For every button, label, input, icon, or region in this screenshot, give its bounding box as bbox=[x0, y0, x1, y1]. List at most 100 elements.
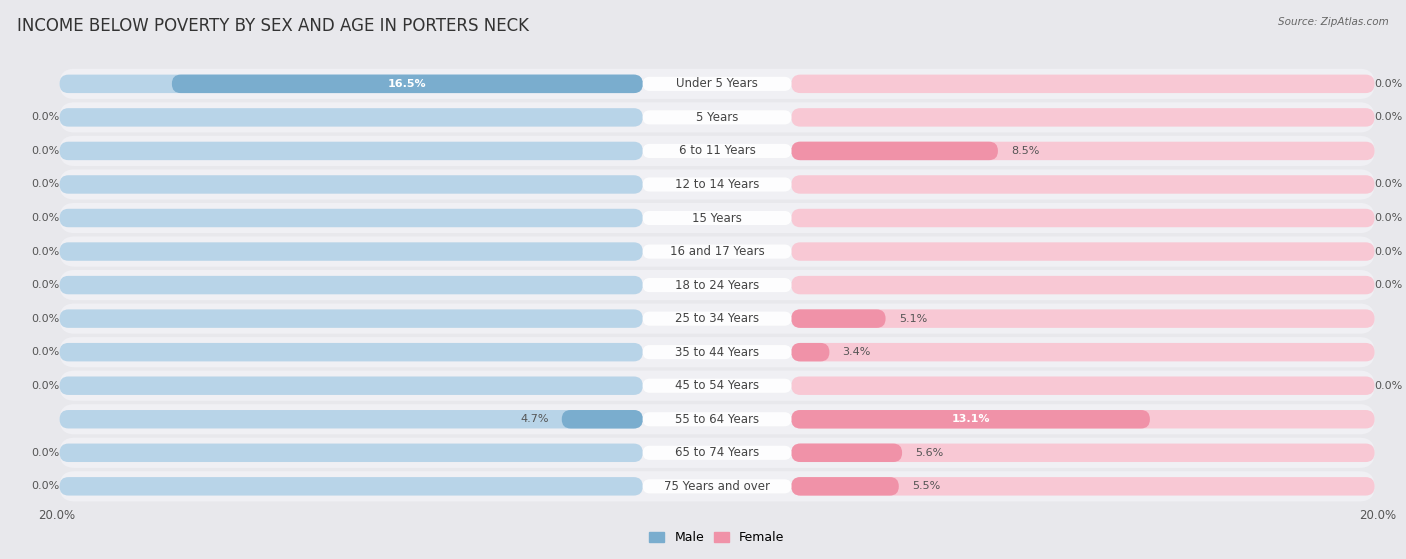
Text: 0.0%: 0.0% bbox=[31, 481, 59, 491]
FancyBboxPatch shape bbox=[792, 410, 1150, 429]
Text: 0.0%: 0.0% bbox=[31, 347, 59, 357]
Text: 12 to 14 Years: 12 to 14 Years bbox=[675, 178, 759, 191]
FancyBboxPatch shape bbox=[59, 236, 1375, 267]
FancyBboxPatch shape bbox=[59, 203, 1375, 233]
Text: 5.5%: 5.5% bbox=[912, 481, 941, 491]
FancyBboxPatch shape bbox=[59, 471, 1375, 501]
Text: 0.0%: 0.0% bbox=[1375, 79, 1403, 89]
FancyBboxPatch shape bbox=[59, 438, 1375, 468]
FancyBboxPatch shape bbox=[59, 142, 643, 160]
FancyBboxPatch shape bbox=[643, 244, 792, 259]
Text: 55 to 64 Years: 55 to 64 Years bbox=[675, 413, 759, 426]
Text: 0.0%: 0.0% bbox=[1375, 213, 1403, 223]
FancyBboxPatch shape bbox=[59, 108, 643, 126]
Text: 0.0%: 0.0% bbox=[31, 146, 59, 156]
FancyBboxPatch shape bbox=[792, 209, 1375, 227]
FancyBboxPatch shape bbox=[792, 310, 1375, 328]
FancyBboxPatch shape bbox=[643, 278, 792, 292]
FancyBboxPatch shape bbox=[59, 74, 643, 93]
FancyBboxPatch shape bbox=[792, 175, 1375, 193]
FancyBboxPatch shape bbox=[792, 243, 1375, 260]
Text: 15 Years: 15 Years bbox=[692, 211, 742, 225]
FancyBboxPatch shape bbox=[643, 412, 792, 427]
FancyBboxPatch shape bbox=[643, 311, 792, 326]
Text: 0.0%: 0.0% bbox=[31, 247, 59, 257]
FancyBboxPatch shape bbox=[59, 175, 643, 193]
Text: 16.5%: 16.5% bbox=[388, 79, 426, 89]
FancyBboxPatch shape bbox=[792, 477, 1375, 496]
Text: 4.7%: 4.7% bbox=[520, 414, 548, 424]
Text: 0.0%: 0.0% bbox=[31, 381, 59, 391]
Text: 25 to 34 Years: 25 to 34 Years bbox=[675, 312, 759, 325]
FancyBboxPatch shape bbox=[792, 343, 830, 362]
FancyBboxPatch shape bbox=[59, 304, 1375, 334]
FancyBboxPatch shape bbox=[643, 479, 792, 494]
FancyBboxPatch shape bbox=[59, 243, 643, 260]
FancyBboxPatch shape bbox=[59, 343, 643, 362]
Text: 45 to 54 Years: 45 to 54 Years bbox=[675, 379, 759, 392]
FancyBboxPatch shape bbox=[59, 276, 643, 294]
Text: 0.0%: 0.0% bbox=[31, 179, 59, 190]
FancyBboxPatch shape bbox=[792, 410, 1375, 429]
FancyBboxPatch shape bbox=[59, 377, 643, 395]
Text: 0.0%: 0.0% bbox=[31, 448, 59, 458]
FancyBboxPatch shape bbox=[59, 270, 1375, 300]
Text: 75 Years and over: 75 Years and over bbox=[664, 480, 770, 493]
FancyBboxPatch shape bbox=[59, 169, 1375, 200]
FancyBboxPatch shape bbox=[59, 410, 643, 429]
Text: 18 to 24 Years: 18 to 24 Years bbox=[675, 278, 759, 292]
FancyBboxPatch shape bbox=[792, 108, 1375, 126]
FancyBboxPatch shape bbox=[643, 144, 792, 158]
Text: 0.0%: 0.0% bbox=[1375, 247, 1403, 257]
Text: 8.5%: 8.5% bbox=[1011, 146, 1039, 156]
Legend: Male, Female: Male, Female bbox=[644, 526, 790, 549]
Text: 0.0%: 0.0% bbox=[1375, 112, 1403, 122]
Text: 0.0%: 0.0% bbox=[31, 314, 59, 324]
Text: Under 5 Years: Under 5 Years bbox=[676, 77, 758, 91]
Text: 0.0%: 0.0% bbox=[31, 112, 59, 122]
Text: 16 and 17 Years: 16 and 17 Years bbox=[669, 245, 765, 258]
FancyBboxPatch shape bbox=[59, 102, 1375, 132]
FancyBboxPatch shape bbox=[59, 444, 643, 462]
FancyBboxPatch shape bbox=[792, 74, 1375, 93]
Text: 5 Years: 5 Years bbox=[696, 111, 738, 124]
Text: 6 to 11 Years: 6 to 11 Years bbox=[679, 144, 755, 158]
FancyBboxPatch shape bbox=[643, 211, 792, 225]
FancyBboxPatch shape bbox=[792, 444, 903, 462]
FancyBboxPatch shape bbox=[59, 310, 643, 328]
Text: 0.0%: 0.0% bbox=[1375, 381, 1403, 391]
FancyBboxPatch shape bbox=[59, 371, 1375, 401]
FancyBboxPatch shape bbox=[792, 444, 1375, 462]
Text: 65 to 74 Years: 65 to 74 Years bbox=[675, 446, 759, 459]
Text: 0.0%: 0.0% bbox=[31, 213, 59, 223]
FancyBboxPatch shape bbox=[643, 110, 792, 125]
FancyBboxPatch shape bbox=[792, 343, 1375, 362]
FancyBboxPatch shape bbox=[792, 477, 898, 496]
FancyBboxPatch shape bbox=[59, 136, 1375, 166]
FancyBboxPatch shape bbox=[59, 477, 643, 496]
FancyBboxPatch shape bbox=[792, 142, 1375, 160]
Text: 35 to 44 Years: 35 to 44 Years bbox=[675, 345, 759, 359]
FancyBboxPatch shape bbox=[643, 378, 792, 393]
FancyBboxPatch shape bbox=[643, 77, 792, 91]
FancyBboxPatch shape bbox=[562, 410, 643, 429]
FancyBboxPatch shape bbox=[643, 345, 792, 359]
FancyBboxPatch shape bbox=[59, 209, 643, 227]
Text: 13.1%: 13.1% bbox=[952, 414, 990, 424]
FancyBboxPatch shape bbox=[792, 310, 886, 328]
FancyBboxPatch shape bbox=[59, 337, 1375, 367]
FancyBboxPatch shape bbox=[792, 377, 1375, 395]
Text: 0.0%: 0.0% bbox=[1375, 280, 1403, 290]
Text: 5.1%: 5.1% bbox=[898, 314, 927, 324]
Text: 5.6%: 5.6% bbox=[915, 448, 943, 458]
FancyBboxPatch shape bbox=[792, 142, 998, 160]
Text: 0.0%: 0.0% bbox=[31, 280, 59, 290]
FancyBboxPatch shape bbox=[59, 404, 1375, 434]
Text: 3.4%: 3.4% bbox=[842, 347, 870, 357]
FancyBboxPatch shape bbox=[643, 177, 792, 192]
FancyBboxPatch shape bbox=[643, 446, 792, 460]
FancyBboxPatch shape bbox=[792, 276, 1375, 294]
Text: Source: ZipAtlas.com: Source: ZipAtlas.com bbox=[1278, 17, 1389, 27]
FancyBboxPatch shape bbox=[59, 69, 1375, 99]
FancyBboxPatch shape bbox=[172, 74, 643, 93]
